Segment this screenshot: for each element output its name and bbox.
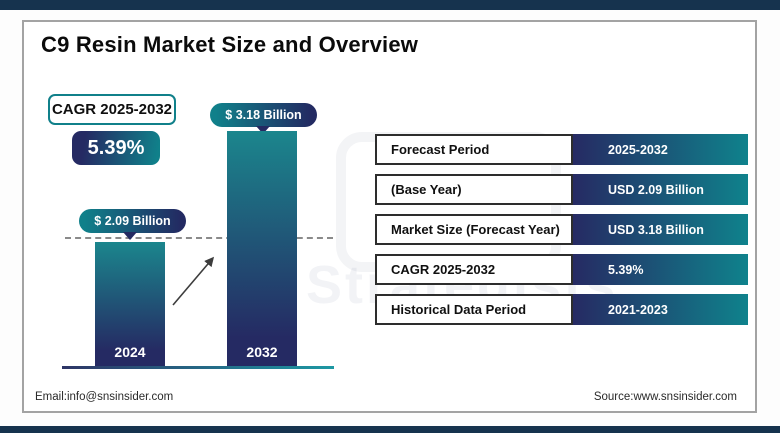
table-row: Historical Data Period 2021-2023 — [375, 294, 748, 325]
row-value: 5.39% — [573, 254, 748, 285]
bar-value-pill-2032: $ 3.18 Billion — [210, 103, 317, 127]
row-label: Market Size (Forecast Year) — [375, 214, 573, 245]
content-card: C9 Resin Market Size and Overview Strate… — [22, 20, 757, 413]
row-value: USD 2.09 Billion — [573, 174, 748, 205]
market-spec-table: Forecast Period 2025-2032 (Base Year) US… — [375, 134, 748, 334]
table-row: CAGR 2025-2032 5.39% — [375, 254, 748, 285]
growth-arrow-icon — [172, 256, 215, 306]
table-row: Forecast Period 2025-2032 — [375, 134, 748, 165]
table-row: (Base Year) USD 2.09 Billion — [375, 174, 748, 205]
row-value: USD 3.18 Billion — [573, 214, 748, 245]
top-accent-band — [0, 0, 780, 10]
reference-dashed-line — [65, 237, 333, 239]
row-label: (Base Year) — [375, 174, 573, 205]
pill-pointer-2024 — [123, 232, 137, 240]
contact-email: Email:info@snsinsider.com — [35, 391, 174, 403]
bar-year-label: 2024 — [114, 344, 146, 360]
row-label: CAGR 2025-2032 — [375, 254, 573, 285]
chart-baseline — [62, 366, 334, 369]
cagr-period-box: CAGR 2025-2032 — [48, 94, 176, 125]
bar-year-label: 2032 — [246, 344, 278, 360]
pill-pointer-2032 — [256, 126, 270, 134]
bar-value-pill-2024: $ 2.09 Billion — [79, 209, 186, 233]
bar-2032: 2032 — [227, 131, 297, 366]
cagr-value-badge: 5.39% — [72, 131, 160, 165]
row-label: Historical Data Period — [375, 294, 573, 325]
bar-2024: 2024 — [95, 242, 165, 366]
bottom-accent-band — [0, 426, 780, 433]
row-label: Forecast Period — [375, 134, 573, 165]
source-text: Source:www.snsinsider.com — [593, 391, 737, 403]
row-value: 2025-2032 — [573, 134, 748, 165]
row-value: 2021-2023 — [573, 294, 748, 325]
page-title: C9 Resin Market Size and Overview — [41, 32, 419, 57]
table-row: Market Size (Forecast Year) USD 3.18 Bil… — [375, 214, 748, 245]
